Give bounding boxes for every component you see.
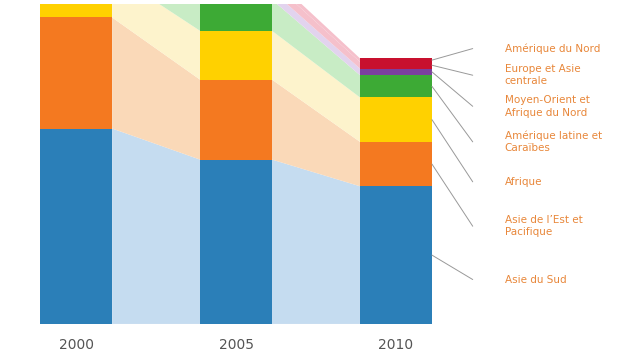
Bar — [40, 17, 112, 129]
Polygon shape — [272, 0, 360, 75]
Bar — [360, 98, 432, 142]
Bar — [360, 142, 432, 186]
Polygon shape — [112, 17, 200, 159]
Polygon shape — [272, 0, 360, 98]
Text: Amérique latine et
Caraïbes: Amérique latine et Caraïbes — [505, 130, 602, 153]
Polygon shape — [272, 0, 360, 69]
Bar — [360, 186, 432, 324]
Polygon shape — [112, 0, 200, 80]
Text: Moyen-Orient et
Afrique du Nord: Moyen-Orient et Afrique du Nord — [505, 95, 589, 117]
Polygon shape — [112, 129, 200, 324]
Text: Asie de l’Est et
Pacifique: Asie de l’Est et Pacifique — [505, 215, 582, 237]
Bar — [200, 0, 272, 31]
Bar — [40, 0, 112, 17]
Polygon shape — [272, 31, 360, 142]
Text: Asie du Sud: Asie du Sud — [505, 274, 566, 284]
Text: Europe et Asie
centrale: Europe et Asie centrale — [505, 64, 580, 87]
Polygon shape — [112, 0, 200, 31]
Bar — [200, 80, 272, 159]
Polygon shape — [272, 0, 360, 62]
Bar — [360, 75, 432, 98]
Bar — [200, 159, 272, 324]
Bar — [360, 58, 432, 62]
Bar — [40, 129, 112, 324]
Polygon shape — [272, 159, 360, 324]
Polygon shape — [272, 80, 360, 186]
Text: Afrique: Afrique — [505, 177, 542, 187]
Bar — [360, 62, 432, 69]
Bar — [360, 69, 432, 75]
Bar — [200, 31, 272, 80]
Text: Amérique du Nord: Amérique du Nord — [505, 43, 600, 54]
